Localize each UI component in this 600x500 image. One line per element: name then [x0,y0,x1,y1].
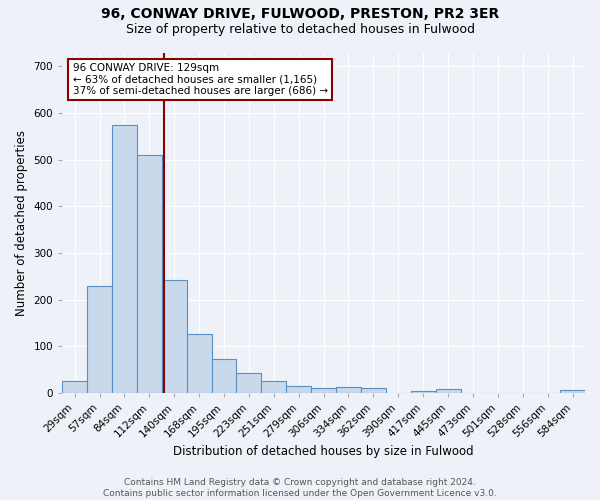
Bar [212,360,236,393]
Bar [62,382,87,393]
Y-axis label: Number of detached properties: Number of detached properties [15,130,28,316]
Text: 96, CONWAY DRIVE, FULWOOD, PRESTON, PR2 3ER: 96, CONWAY DRIVE, FULWOOD, PRESTON, PR2 … [101,8,499,22]
Bar [162,280,187,393]
Bar [262,382,286,393]
Bar [236,374,262,393]
Bar [411,390,436,393]
X-axis label: Distribution of detached houses by size in Fulwood: Distribution of detached houses by size … [173,444,474,458]
Bar [87,286,112,393]
Bar [286,386,311,393]
Bar [311,388,336,393]
Bar [187,334,212,393]
Bar [336,388,361,393]
Bar [137,155,162,393]
Bar [560,390,585,393]
Bar [436,390,461,393]
Bar [361,388,386,393]
Bar [112,125,137,393]
Text: Contains HM Land Registry data © Crown copyright and database right 2024.
Contai: Contains HM Land Registry data © Crown c… [103,478,497,498]
Text: 96 CONWAY DRIVE: 129sqm
← 63% of detached houses are smaller (1,165)
37% of semi: 96 CONWAY DRIVE: 129sqm ← 63% of detache… [73,62,328,96]
Text: Size of property relative to detached houses in Fulwood: Size of property relative to detached ho… [125,22,475,36]
